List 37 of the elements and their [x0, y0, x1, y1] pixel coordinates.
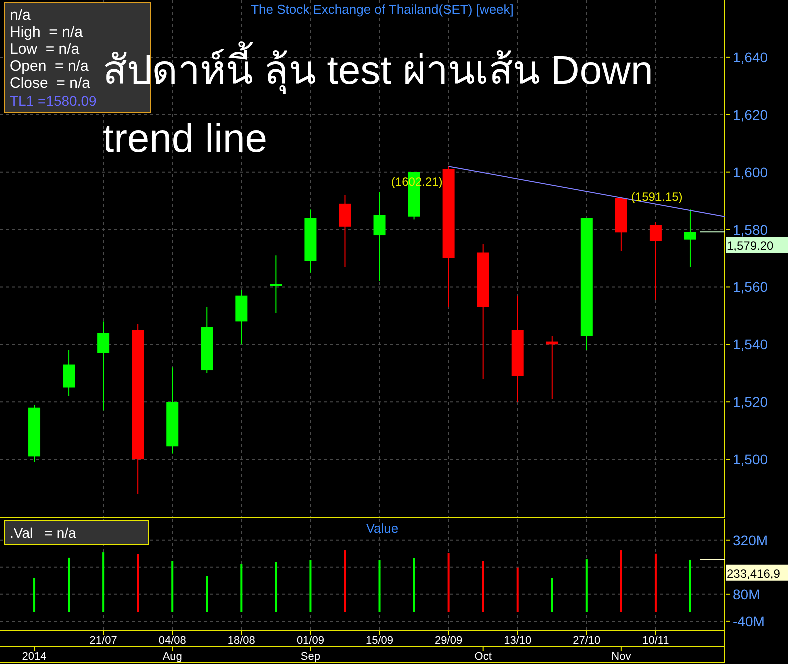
y-tick-label: 1,620	[733, 106, 768, 123]
annotation: Close = n/a	[10, 75, 92, 92]
y-tick-label: 1,540	[733, 336, 768, 353]
x2-tick-label: Oct	[474, 651, 492, 663]
annotation: Open = n/a	[10, 58, 90, 75]
y-tick-label: 1,600	[733, 164, 768, 180]
annotation: Low = n/a	[10, 41, 80, 58]
x2-tick-label: Nov	[612, 651, 632, 663]
y-tick-label: 1,500	[733, 452, 768, 468]
annotation: .Val = n/a	[10, 525, 76, 541]
annotation: n/a	[10, 7, 32, 24]
x-tick-label: 21/07	[90, 635, 118, 647]
x2-tick-label: 2014	[22, 651, 47, 663]
annotation: High = n/a	[10, 24, 84, 41]
x-tick-label: 15/09	[366, 635, 394, 647]
annotation: TL1 =1580.09	[10, 93, 98, 109]
x-tick-label: 13/10	[504, 635, 532, 647]
y-tick-label: -40M	[733, 613, 765, 630]
x2-tick-label: Aug	[162, 651, 182, 663]
ref-line-label: 233,416,9	[727, 566, 781, 581]
chart-title: The Stock Exchange of Thailand(SET) [week]	[251, 2, 514, 17]
x-tick-label: 10/11	[642, 635, 670, 647]
x-tick-label: 01/09	[296, 635, 324, 647]
x-tick-label: 04/08	[158, 635, 186, 647]
x2-tick-label: Sep	[300, 651, 321, 663]
y-tick-label: 1,640	[733, 49, 768, 66]
x-tick-label: 18/08	[228, 635, 256, 647]
annotation: (1591.15)	[631, 190, 683, 204]
y-tick-label: 320M	[733, 532, 768, 548]
x-tick-label: 29/09	[435, 635, 463, 647]
ref-line-label: 1,579.20	[727, 239, 774, 254]
y-tick-label: 80M	[733, 586, 760, 602]
x-tick-label: 27/10	[573, 635, 601, 647]
y-tick-label: 1,580	[733, 222, 768, 238]
y-tick-label: 1,560	[733, 279, 768, 296]
y-tick-label: 1,520	[733, 394, 768, 410]
chart-title: Value	[366, 521, 399, 536]
